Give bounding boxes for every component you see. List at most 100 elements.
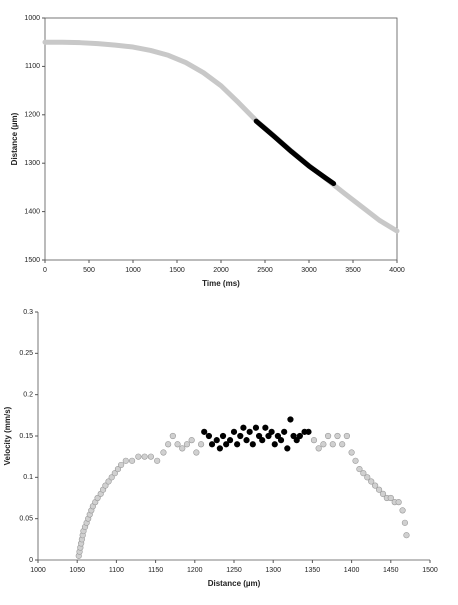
data-point bbox=[293, 437, 300, 444]
data-point bbox=[343, 432, 350, 440]
data-point bbox=[213, 437, 220, 444]
data-point bbox=[179, 445, 186, 452]
plot-frame bbox=[44, 17, 398, 261]
x-tick-label: 1300 bbox=[265, 567, 281, 574]
data-point bbox=[118, 461, 125, 469]
x-tick-label: 1100 bbox=[109, 567, 124, 574]
data-point bbox=[246, 428, 253, 435]
data-point bbox=[284, 445, 291, 452]
y-axis-label: Velocity (mm/s) bbox=[3, 406, 12, 465]
x-tick-label: 1050 bbox=[69, 567, 85, 574]
x-tick-label: 3000 bbox=[301, 267, 317, 274]
data-point bbox=[339, 441, 346, 448]
data-point bbox=[105, 478, 112, 485]
data-point bbox=[265, 432, 272, 440]
data-point bbox=[356, 465, 363, 473]
x-tick-label: 1350 bbox=[305, 567, 321, 574]
x-tick-label: 1500 bbox=[422, 567, 438, 574]
data-point bbox=[174, 441, 181, 448]
y-tick-label: 1400 bbox=[24, 208, 40, 215]
data-point bbox=[216, 445, 223, 452]
x-tick-label: 1200 bbox=[187, 567, 203, 574]
y-tick-label: 1000 bbox=[24, 15, 40, 22]
y-tick-label: 0.25 bbox=[19, 350, 33, 357]
data-point bbox=[122, 457, 129, 464]
x-tick-label: 1250 bbox=[226, 567, 242, 574]
data-point bbox=[320, 441, 327, 448]
data-point bbox=[372, 482, 379, 489]
data-point bbox=[329, 441, 336, 448]
x-tick-label: 2000 bbox=[213, 267, 229, 274]
x-tick-label: 3500 bbox=[345, 267, 361, 274]
data-point bbox=[315, 445, 322, 452]
data-point bbox=[208, 441, 216, 448]
y-tick-label: 0.2 bbox=[23, 392, 33, 399]
data-point bbox=[395, 499, 402, 506]
data-point bbox=[271, 441, 278, 448]
y-tick-label: 1200 bbox=[24, 112, 40, 119]
data-point bbox=[360, 470, 367, 477]
data-point bbox=[305, 428, 312, 435]
data-point bbox=[114, 465, 122, 473]
data-point bbox=[274, 432, 282, 440]
data-point bbox=[296, 432, 303, 440]
data-point bbox=[154, 457, 161, 464]
data-point bbox=[135, 453, 142, 460]
x-axis-label: Distance (µm) bbox=[208, 579, 261, 588]
data-point bbox=[352, 457, 359, 464]
data-point bbox=[169, 432, 176, 440]
data-point bbox=[387, 494, 394, 502]
data-point bbox=[108, 474, 115, 481]
data-point bbox=[334, 432, 341, 440]
x-tick-label: 1400 bbox=[344, 567, 360, 574]
y-tick-label: 0.1 bbox=[23, 474, 33, 481]
data-point bbox=[102, 482, 109, 489]
data-point bbox=[183, 441, 191, 448]
data-point bbox=[188, 437, 195, 444]
x-tick-label: 0 bbox=[43, 267, 47, 274]
data-point bbox=[197, 441, 205, 448]
data-point bbox=[237, 432, 244, 440]
x-tick-label: 2500 bbox=[257, 267, 273, 274]
data-point bbox=[201, 428, 208, 435]
x-axis-label: Time (ms) bbox=[202, 279, 240, 288]
data-point bbox=[401, 519, 409, 526]
data-point bbox=[281, 428, 288, 435]
x-tick-label: 1000 bbox=[125, 267, 141, 274]
data-point bbox=[128, 457, 136, 464]
data-point bbox=[403, 532, 410, 539]
data-point bbox=[230, 428, 238, 435]
x-tick-label: 500 bbox=[83, 267, 95, 274]
data-point bbox=[368, 478, 375, 485]
data-point bbox=[290, 432, 297, 440]
data-point bbox=[262, 424, 269, 431]
data-line bbox=[253, 118, 337, 187]
data-point bbox=[287, 416, 294, 423]
data-point bbox=[160, 449, 167, 456]
data-point bbox=[226, 437, 234, 444]
data-point bbox=[268, 428, 275, 435]
data-point bbox=[399, 507, 406, 514]
data-point bbox=[147, 453, 154, 460]
data-point bbox=[193, 449, 200, 456]
data-point bbox=[259, 437, 266, 444]
data-point bbox=[310, 437, 318, 444]
y-tick-label: 1500 bbox=[24, 257, 40, 264]
data-point bbox=[141, 453, 148, 460]
data-point bbox=[249, 441, 256, 448]
data-point bbox=[324, 432, 332, 440]
data-point bbox=[234, 441, 241, 448]
data-point bbox=[375, 486, 383, 493]
data-point bbox=[252, 424, 260, 431]
y-tick-label: 1300 bbox=[24, 160, 40, 167]
x-tick-label: 4000 bbox=[389, 267, 405, 274]
data-point bbox=[111, 470, 118, 477]
data-point bbox=[94, 494, 101, 502]
data-point bbox=[348, 449, 355, 456]
data-point bbox=[219, 432, 227, 440]
x-tick-label: 1150 bbox=[148, 567, 163, 574]
y-tick-label: 0.15 bbox=[19, 433, 33, 440]
y-tick-label: 0.3 bbox=[23, 309, 33, 316]
data-point bbox=[255, 432, 263, 440]
